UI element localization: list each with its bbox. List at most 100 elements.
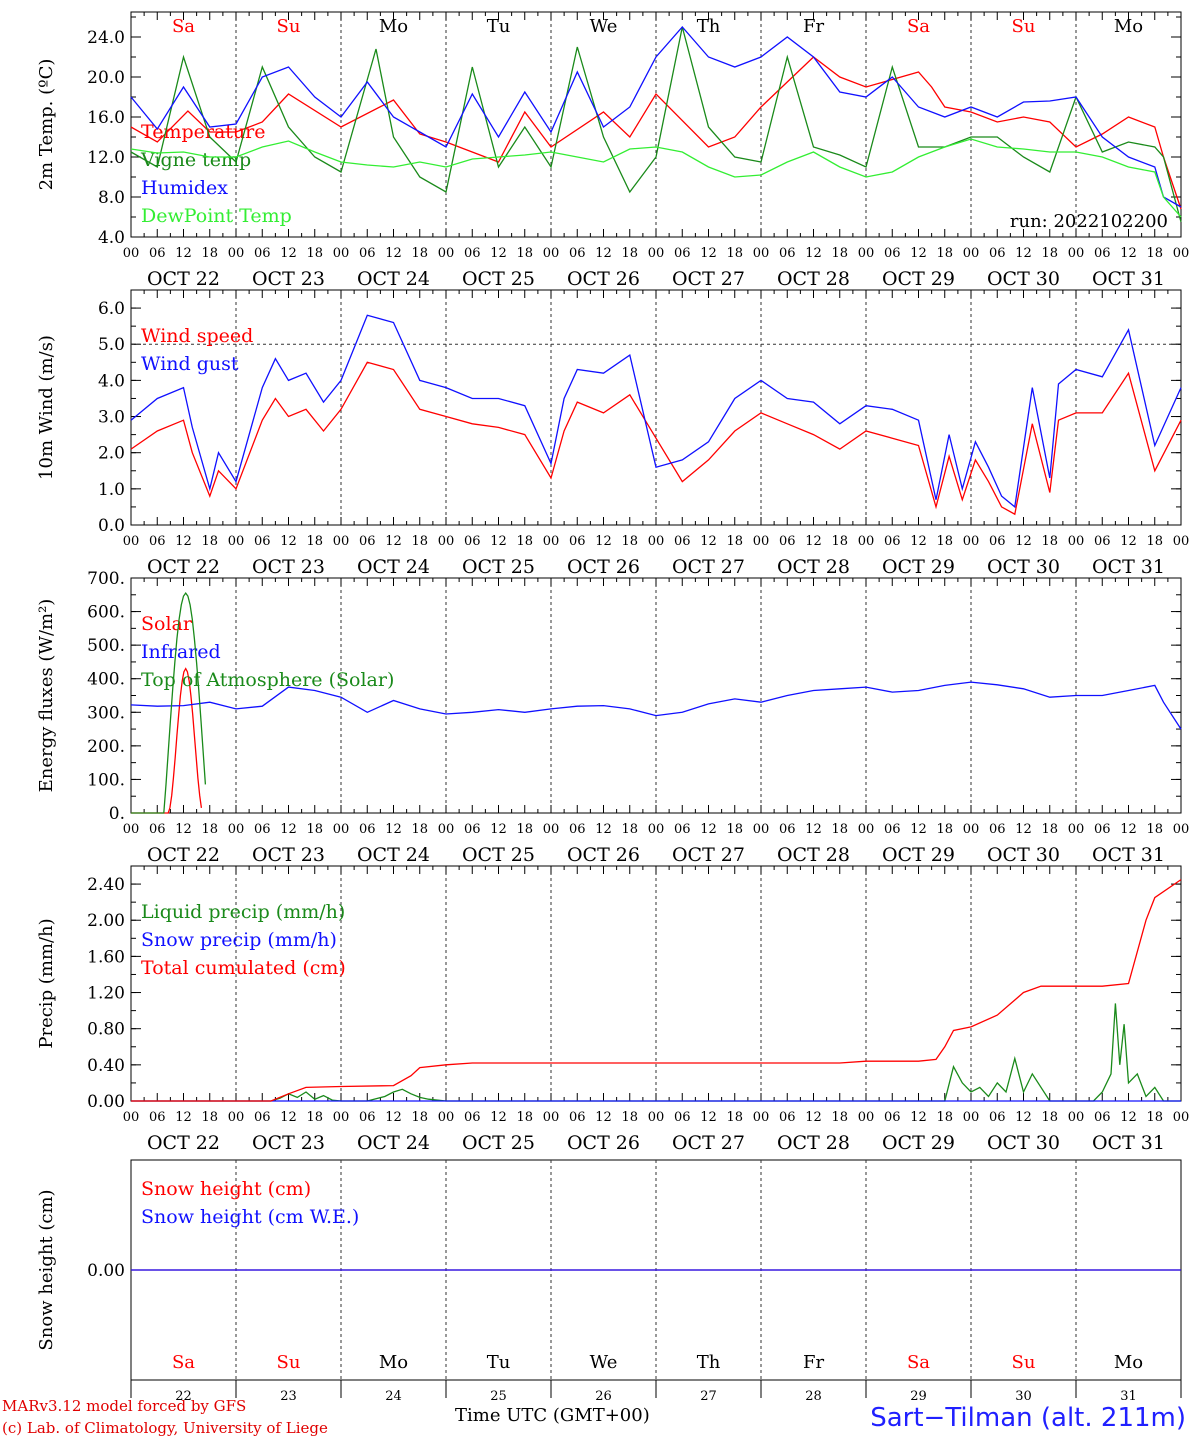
y-tick-label: 8.0 <box>98 188 125 208</box>
hour-tick-label: 00 <box>123 1110 140 1125</box>
weekday-label: Su <box>1012 16 1036 37</box>
hour-tick-label: 06 <box>989 1110 1006 1125</box>
model-credit: MARv3.12 model forced by GFS <box>2 1397 247 1415</box>
y-tick-label: 2.40 <box>87 875 125 895</box>
y-axis-label: Snow height (cm) <box>36 1189 57 1350</box>
y-tick-label: 100. <box>87 770 125 790</box>
hour-tick-label: 06 <box>149 534 166 549</box>
hour-tick-label: 18 <box>516 246 533 261</box>
day-number-label: 31 <box>1120 1389 1137 1404</box>
date-label: OCT 27 <box>672 1132 745 1154</box>
y-tick-label: 200. <box>87 737 125 757</box>
hour-tick-label: 00 <box>123 534 140 549</box>
y-tick-label: 300. <box>87 703 125 723</box>
hour-tick-label: 18 <box>516 1110 533 1125</box>
hour-tick-label: 12 <box>805 534 822 549</box>
date-label: OCT 26 <box>567 844 640 866</box>
hour-tick-label: 12 <box>385 246 402 261</box>
legend-entry: Humidex <box>141 177 228 199</box>
legend-entry: Snow height (cm) <box>141 1178 311 1200</box>
y-tick-label: 600. <box>87 603 125 623</box>
weekday-label: Th <box>697 1352 721 1373</box>
weekday-label: Su <box>1012 1352 1036 1373</box>
weekday-label: Mo <box>379 16 408 37</box>
hour-tick-label: 18 <box>1146 246 1163 261</box>
hour-tick-label: 12 <box>1120 822 1137 837</box>
hour-tick-label: 06 <box>359 1110 376 1125</box>
hour-tick-label: 00 <box>438 822 455 837</box>
hour-tick-label: 18 <box>516 822 533 837</box>
hour-tick-label: 18 <box>411 1110 428 1125</box>
hour-tick-label: 06 <box>779 246 796 261</box>
series-line-dewpoint-temp <box>130 138 1182 218</box>
hour-tick-label: 00 <box>123 822 140 837</box>
date-label: OCT 30 <box>987 556 1060 578</box>
hour-tick-label: 12 <box>490 822 507 837</box>
date-label: OCT 26 <box>567 556 640 578</box>
hour-tick-label: 18 <box>201 822 218 837</box>
date-label: OCT 29 <box>882 844 955 866</box>
hour-tick-label: 18 <box>621 534 638 549</box>
series-line-liquid-precip-mm-h <box>131 1003 1181 1102</box>
hour-tick-label: 00 <box>543 1110 560 1125</box>
hour-tick-label: 18 <box>936 534 953 549</box>
day-number-label: 26 <box>595 1389 612 1404</box>
hour-tick-label: 12 <box>175 1110 192 1125</box>
hour-tick-label: 00 <box>333 822 350 837</box>
hour-tick-label: 06 <box>254 534 271 549</box>
y-tick-label: 0.80 <box>87 1020 125 1040</box>
y-tick-label: 4.0 <box>98 228 125 248</box>
hour-tick-label: 18 <box>306 246 323 261</box>
date-label: OCT 25 <box>462 844 535 866</box>
day-number-label: 24 <box>385 1389 402 1404</box>
hour-tick-label: 06 <box>359 246 376 261</box>
hour-tick-label: 00 <box>753 822 770 837</box>
hour-tick-label: 00 <box>963 822 980 837</box>
day-number-label: 30 <box>1015 1389 1032 1404</box>
hour-tick-label: 12 <box>700 822 717 837</box>
hour-tick-label: 06 <box>884 246 901 261</box>
hour-tick-label: 06 <box>884 534 901 549</box>
date-label: OCT 22 <box>147 1132 220 1154</box>
weekday-label: Mo <box>379 1352 408 1373</box>
date-label: OCT 30 <box>987 268 1060 290</box>
hour-tick-label: 00 <box>1068 246 1085 261</box>
date-label: OCT 26 <box>567 268 640 290</box>
series-line-wind-gust <box>130 314 1182 509</box>
legend-entry: Vigne temp <box>140 149 251 171</box>
date-label: OCT 22 <box>147 268 220 290</box>
hour-tick-label: 18 <box>936 822 953 837</box>
hour-tick-label: 06 <box>884 1110 901 1125</box>
hour-tick-label: 00 <box>858 822 875 837</box>
hour-tick-label: 18 <box>306 1110 323 1125</box>
hour-tick-label: 00 <box>1173 246 1190 261</box>
date-label: OCT 30 <box>987 844 1060 866</box>
weekday-label: Su <box>277 1352 301 1373</box>
hour-tick-label: 00 <box>1068 822 1085 837</box>
legend-entry: Snow precip (mm/h) <box>141 929 337 951</box>
run-label: run: 2022102200 <box>1010 211 1168 232</box>
hour-tick-label: 12 <box>910 1110 927 1125</box>
y-tick-label: 500. <box>87 636 125 656</box>
date-label: OCT 26 <box>567 1132 640 1154</box>
hour-tick-label: 06 <box>464 822 481 837</box>
hour-tick-label: 18 <box>936 246 953 261</box>
hour-tick-label: 06 <box>254 246 271 261</box>
date-label: OCT 28 <box>777 1132 850 1154</box>
y-tick-label: 0.40 <box>87 1056 125 1076</box>
y-tick-label: 12.0 <box>87 148 125 168</box>
hour-tick-label: 18 <box>411 822 428 837</box>
hour-tick-label: 06 <box>149 822 166 837</box>
weekday-label: Sa <box>172 1352 195 1373</box>
hour-tick-label: 12 <box>700 534 717 549</box>
hour-tick-label: 00 <box>333 1110 350 1125</box>
station-label: Sart−Tilman (alt. 211m) <box>870 1403 1186 1433</box>
hour-tick-label: 12 <box>595 534 612 549</box>
date-label: OCT 24 <box>357 268 430 290</box>
hour-tick-label: 12 <box>280 246 297 261</box>
y-tick-label: 2.0 <box>98 444 125 464</box>
weekday-label: Su <box>277 16 301 37</box>
hour-tick-label: 06 <box>359 822 376 837</box>
y-tick-label: 1.60 <box>87 947 125 967</box>
hour-tick-label: 06 <box>464 246 481 261</box>
